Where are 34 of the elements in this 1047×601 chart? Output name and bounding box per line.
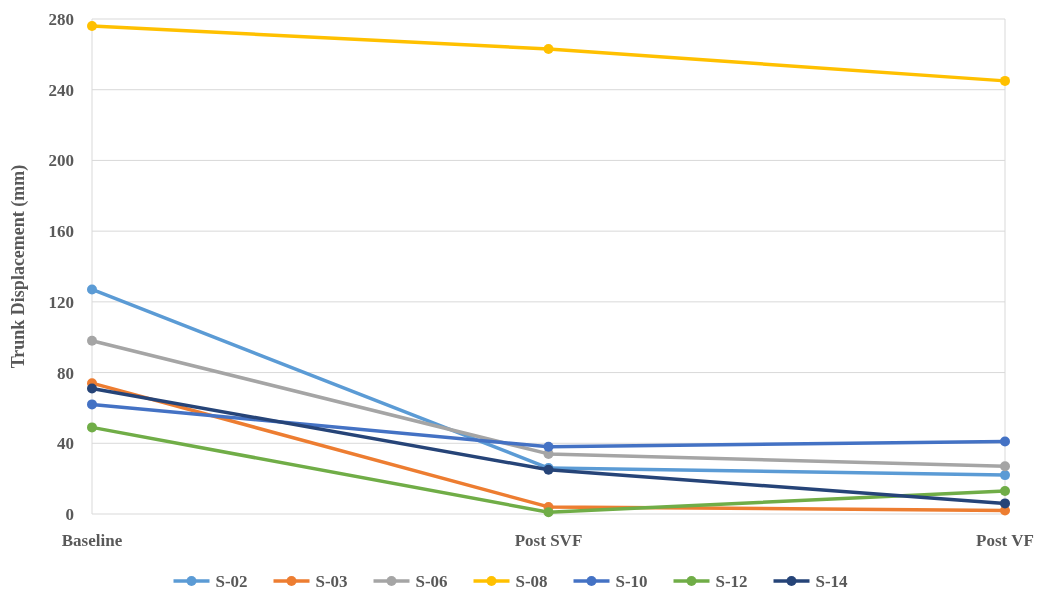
legend-label: S-06: [415, 571, 448, 591]
point: [543, 507, 554, 518]
point: [1000, 486, 1010, 497]
y-tick-label: 280: [48, 9, 74, 29]
y-tick-label: 120: [48, 292, 74, 312]
point: [1000, 470, 1010, 481]
legend-label: S-12: [715, 571, 748, 591]
y-tick-label: 160: [48, 222, 74, 242]
y-tick-label: 80: [57, 363, 74, 383]
y-axis-title: Trunk Displacement (mm): [8, 164, 29, 369]
point: [87, 21, 97, 32]
point: [1000, 75, 1010, 86]
point: [1000, 436, 1010, 447]
point: [87, 422, 97, 433]
point: [87, 399, 97, 410]
legend-label: S-14: [815, 571, 849, 591]
x-tick-label: Post SVF: [514, 531, 583, 550]
point: [87, 335, 97, 346]
legend-label: S-02: [215, 571, 248, 591]
point: [1000, 498, 1010, 509]
x-tick-label: Post VF: [976, 531, 1034, 550]
point: [87, 383, 97, 394]
point: [87, 284, 97, 295]
y-tick-label: 0: [65, 504, 74, 524]
legend-label: S-10: [615, 571, 648, 591]
legend-label: S-08: [515, 571, 548, 591]
x-tick-label: Baseline: [61, 531, 123, 550]
point: [543, 44, 554, 55]
legend-label: S-03: [315, 571, 348, 591]
y-tick-label: 200: [48, 151, 74, 171]
y-tick-label: 240: [48, 80, 74, 100]
y-tick-label: 40: [57, 434, 74, 454]
point: [543, 441, 554, 452]
point: [1000, 461, 1010, 472]
